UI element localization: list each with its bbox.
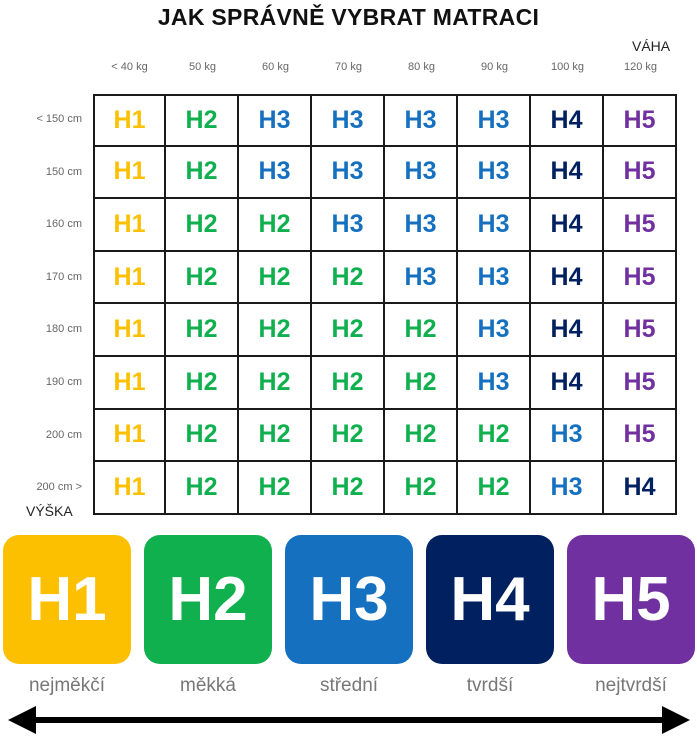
- table-cell: H3: [456, 355, 531, 410]
- weight-column-label: < 40 kg: [111, 61, 148, 73]
- table-cell: H2: [164, 460, 239, 515]
- table-cell: H3: [310, 94, 385, 147]
- height-row-label: 180 cm: [45, 323, 82, 336]
- table-cell: H1: [93, 249, 166, 305]
- table-cell: H1: [93, 407, 166, 463]
- table-cell: H3: [456, 249, 531, 305]
- table-cell: H4: [529, 302, 604, 357]
- firmness-badge-h5: H5: [567, 535, 695, 664]
- table-cell: H2: [164, 355, 239, 410]
- table-cell: H1: [93, 302, 166, 357]
- firmness-badge-h3: H3: [285, 535, 413, 664]
- table-cell: H3: [310, 197, 385, 252]
- table-cell: H3: [383, 197, 458, 252]
- weight-column-label: 90 kg: [481, 61, 508, 73]
- table-cell: H3: [383, 144, 458, 200]
- weight-column-label: 120 kg: [623, 61, 658, 73]
- table-cell: H5: [602, 197, 677, 252]
- table-cell: H2: [310, 249, 385, 305]
- table-cell: H3: [456, 197, 531, 252]
- table-cell: H3: [529, 460, 604, 515]
- table-cell: H1: [93, 197, 166, 252]
- table-cell: H1: [93, 355, 166, 410]
- table-cell: H2: [164, 94, 239, 147]
- table-cell: H4: [529, 249, 604, 305]
- firmness-label: nejměkčí: [28, 675, 106, 696]
- table-cell: H4: [529, 197, 604, 252]
- table-cell: H3: [456, 302, 531, 357]
- weight-column-label: 60 kg: [262, 61, 289, 73]
- double-headed-arrow-icon: [8, 706, 690, 734]
- table-cell: H2: [164, 302, 239, 357]
- table-cell: H4: [529, 94, 604, 147]
- table-cell: H3: [310, 144, 385, 200]
- height-row-label: 160 cm: [45, 218, 82, 231]
- table-cell: H5: [602, 355, 677, 410]
- table-cell: H2: [383, 407, 458, 463]
- table-cell: H3: [383, 249, 458, 305]
- table-cell: H4: [602, 460, 677, 515]
- firmness-badge-h4: H4: [426, 535, 554, 664]
- table-cell: H2: [164, 144, 239, 200]
- table-cell: H1: [93, 460, 166, 515]
- table-cell: H4: [529, 355, 604, 410]
- table-cell: H2: [164, 197, 239, 252]
- table-cell: H5: [602, 144, 677, 200]
- table-cell: H2: [237, 249, 312, 305]
- weight-column-label: 50 kg: [189, 61, 216, 73]
- table-cell: H5: [602, 94, 677, 147]
- table-cell: H1: [93, 144, 166, 200]
- weight-column-label: 70 kg: [335, 61, 362, 73]
- table-cell: H5: [602, 302, 677, 357]
- table-cell: H2: [237, 197, 312, 252]
- table-cell: H2: [383, 302, 458, 357]
- table-cell: H2: [456, 407, 531, 463]
- table-cell: H2: [310, 460, 385, 515]
- height-row-label: < 150 cm: [36, 113, 82, 125]
- table-cell: H2: [237, 302, 312, 357]
- table-cell: H5: [602, 249, 677, 305]
- weight-column-label: 80 kg: [408, 61, 435, 73]
- firmness-badge-h1: H1: [3, 535, 131, 664]
- table-cell: H2: [456, 460, 531, 515]
- firmness-label: střední: [319, 675, 379, 696]
- table-cell: H2: [310, 355, 385, 410]
- firmness-label: nejtvrdší: [595, 675, 667, 696]
- height-row-label: 150 cm: [45, 165, 82, 178]
- table-cell: H3: [383, 94, 458, 147]
- height-row-label: 190 cm: [45, 376, 82, 388]
- table-cell: H2: [164, 407, 239, 463]
- table-cell: H2: [310, 302, 385, 357]
- firmness-label: tvrdší: [466, 675, 514, 696]
- height-axis-label: VÝŠKA: [26, 503, 73, 519]
- weight-axis-label: VÁHA: [632, 38, 671, 54]
- firmness-label: měkká: [180, 675, 236, 696]
- page-title: JAK SPRÁVNĚ VYBRAT MATRACI: [157, 4, 540, 30]
- table-cell: H3: [237, 144, 312, 200]
- table-cell: H2: [383, 355, 458, 410]
- table-cell: H3: [529, 407, 604, 463]
- height-row-label: 200 cm: [45, 428, 82, 441]
- table-cell: H2: [383, 460, 458, 515]
- weight-column-label: 100 kg: [550, 61, 585, 73]
- height-row-label: 170 cm: [45, 270, 82, 283]
- firmness-badge-h2: H2: [144, 535, 272, 664]
- table-cell: H1: [93, 94, 166, 147]
- table-cell: H3: [237, 94, 312, 147]
- table-cell: H2: [237, 407, 312, 463]
- table-cell: H2: [237, 355, 312, 410]
- table-cell: H2: [164, 249, 239, 305]
- height-row-label: 200 cm >: [36, 481, 82, 494]
- table-cell: H3: [456, 94, 531, 147]
- table-cell: H4: [529, 144, 604, 200]
- table-cell: H2: [237, 460, 312, 515]
- table-cell: H3: [456, 144, 531, 200]
- table-cell: H2: [310, 407, 385, 463]
- table-cell: H5: [602, 407, 677, 463]
